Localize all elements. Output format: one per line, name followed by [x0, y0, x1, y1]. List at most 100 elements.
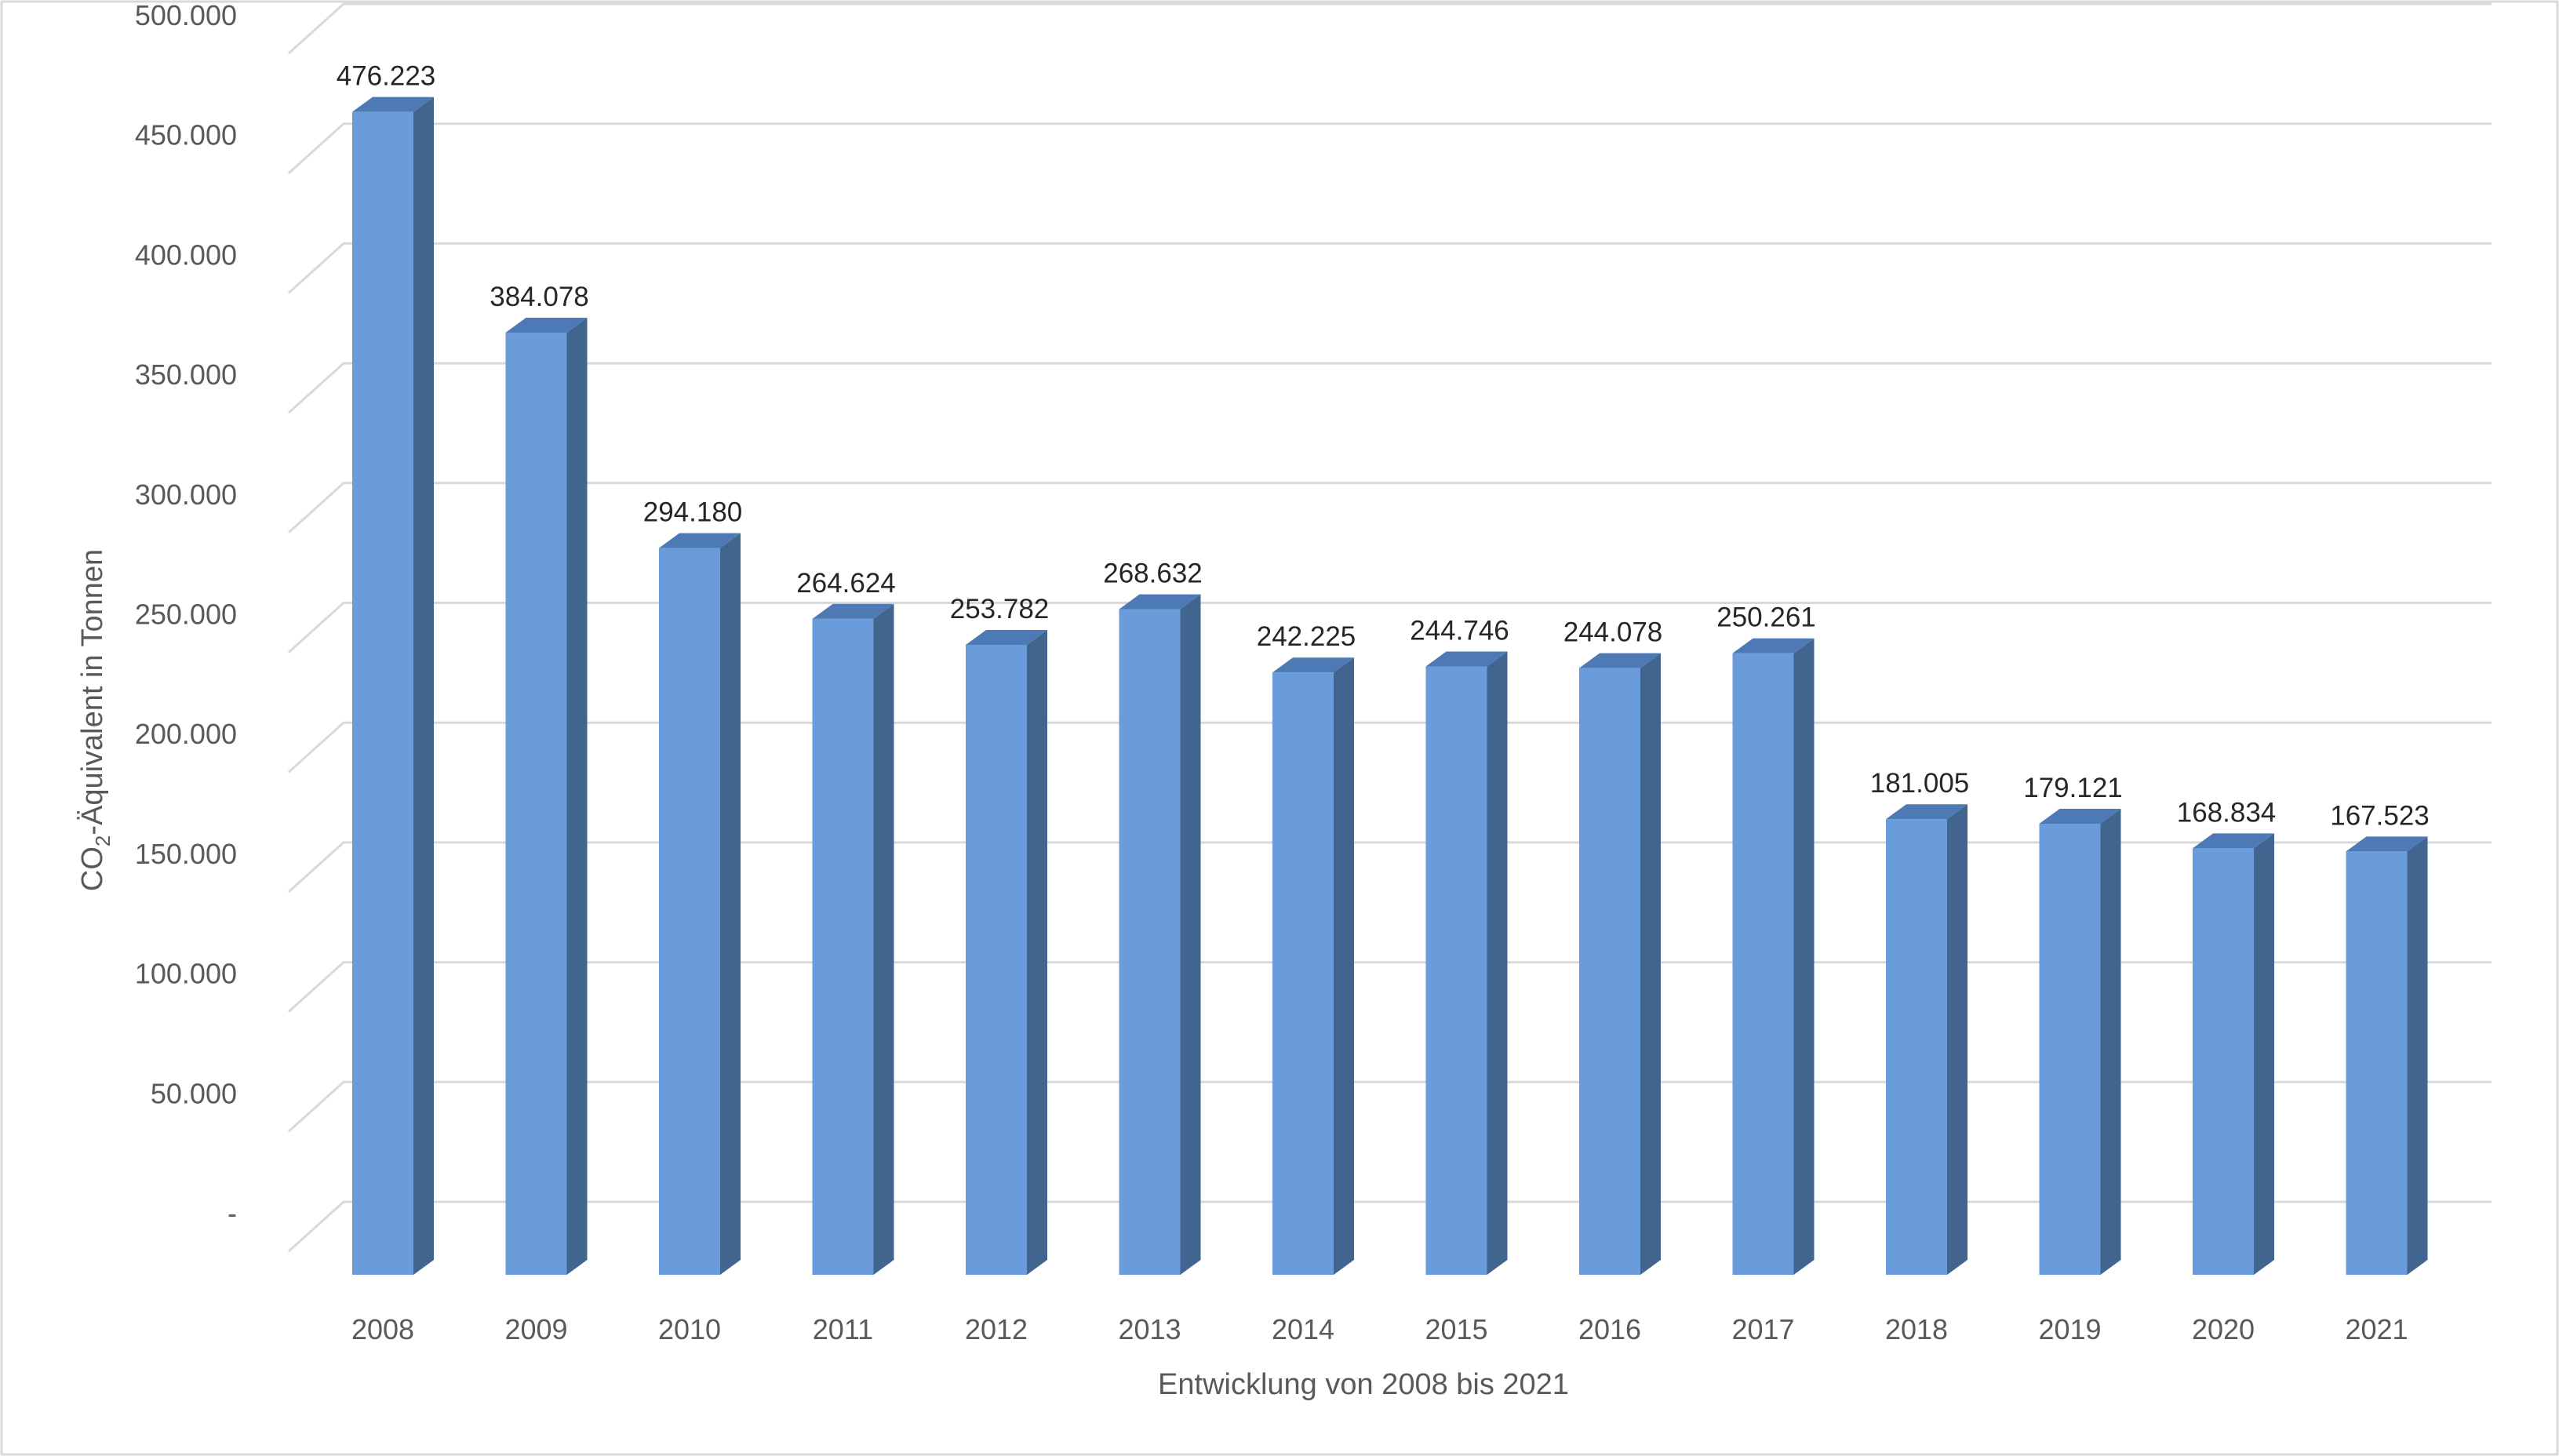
data-label: 476.223: [337, 61, 436, 92]
gridline: [287, 122, 2492, 174]
data-label: 268.632: [1103, 559, 1203, 589]
bar: [1119, 594, 1201, 1275]
gridlines: [287, 2, 2492, 1253]
bar-top: [1732, 638, 1815, 653]
y-tick-label: 50.000: [151, 1077, 237, 1109]
bar-front: [1886, 819, 1947, 1275]
bar-side: [720, 533, 741, 1275]
bar-front: [659, 548, 720, 1275]
bars: 476.223 384.078 294.180 264.624 253.782 268.6…: [337, 61, 2430, 1276]
data-label: 244.078: [1563, 617, 1663, 648]
bar-side: [1027, 629, 1047, 1275]
data-label: 294.180: [643, 497, 743, 528]
x-axis-title: Entwicklung von 2008 bis 2021: [1158, 1368, 1569, 1401]
gridline: [287, 482, 2492, 533]
y-axis-title: CO2-Äquivalent in Tonnen: [76, 549, 115, 891]
data-label: 384.078: [490, 282, 589, 312]
x-tick-label: 2013: [1118, 1313, 1181, 1345]
bar-side: [2407, 836, 2428, 1275]
bar-side: [413, 96, 434, 1275]
bar-side: [1487, 651, 1508, 1275]
gridline: [287, 362, 2492, 414]
bar-front: [1425, 666, 1487, 1275]
gridline: [287, 961, 2492, 1013]
gridline: [287, 1200, 2492, 1253]
bar: [1886, 804, 1967, 1275]
data-label: 179.121: [2023, 773, 2123, 803]
bar-side: [1334, 657, 1354, 1275]
bar-top: [966, 629, 1047, 645]
bar-side: [1793, 638, 1815, 1275]
x-tick-label: 2011: [813, 1313, 873, 1345]
bar-front: [1119, 609, 1181, 1275]
x-tick-label: 2009: [504, 1313, 567, 1345]
bar-top: [1272, 657, 1354, 673]
bar-top: [1579, 653, 1661, 668]
bar-top: [352, 96, 434, 112]
data-label: 264.624: [796, 568, 896, 599]
bar-top: [505, 318, 588, 333]
data-label: 167.523: [2330, 800, 2430, 831]
x-tick-label: 2020: [2192, 1313, 2255, 1345]
x-tick-label: 2015: [1425, 1313, 1487, 1345]
bar-side: [566, 318, 588, 1276]
y-tick-label: 500.000: [135, 0, 237, 31]
bar-side: [2254, 833, 2274, 1275]
bar-side: [2100, 808, 2121, 1275]
bar: [1732, 638, 1815, 1275]
gridline: [287, 602, 2492, 653]
bar-front: [2346, 851, 2408, 1275]
x-tick-label: 2010: [658, 1313, 721, 1345]
x-tick-label: 2019: [2038, 1313, 2101, 1345]
bar-top: [659, 533, 741, 548]
bar: [2039, 808, 2121, 1275]
y-tick-label: 100.000: [135, 958, 237, 990]
y-tick-label: 250.000: [135, 599, 237, 631]
bar: [812, 603, 894, 1275]
bar-front: [2039, 823, 2101, 1275]
bar: [966, 629, 1047, 1275]
bar-top: [812, 603, 894, 619]
bar: [2193, 833, 2274, 1275]
bar-top: [2039, 808, 2121, 824]
bar: [1579, 653, 1661, 1275]
bar: [352, 96, 434, 1275]
y-tick-label: 200.000: [135, 718, 237, 750]
bar-top: [1886, 804, 1967, 820]
x-axis-ticks: 2008 2009 2010 2011 2012 2013 2014 2015 2016 2017…: [351, 1313, 2408, 1345]
bar-front: [1579, 668, 1640, 1275]
data-label: 244.746: [1410, 616, 1509, 646]
bar-front: [812, 618, 874, 1275]
x-tick-label: 2008: [351, 1313, 414, 1345]
bar-front: [1732, 653, 1794, 1275]
y-tick-label: 300.000: [135, 479, 237, 511]
y-axis-ticks: - 50.000 100.000 150.000 200.000 250.000 300.0…: [135, 0, 237, 1229]
bar-front: [352, 111, 413, 1275]
y-tick-label: 450.000: [135, 119, 237, 151]
bar-top: [2346, 836, 2428, 852]
bar-front: [966, 644, 1027, 1275]
data-label: 181.005: [1870, 768, 1970, 799]
gridline: [287, 841, 2492, 894]
bar-top: [2193, 833, 2274, 849]
y-tick-label: -: [228, 1197, 237, 1229]
bar-side: [1180, 594, 1201, 1275]
bar-top: [1425, 651, 1508, 667]
data-label: 168.834: [2177, 797, 2277, 828]
data-label: 250.261: [1716, 602, 1816, 633]
bar-side: [1640, 653, 1661, 1275]
bar-side: [873, 603, 894, 1275]
data-label: 242.225: [1257, 621, 1356, 652]
x-tick-label: 2016: [1578, 1313, 1641, 1345]
y-tick-label: 150.000: [135, 838, 237, 870]
bar-top: [1119, 594, 1201, 610]
gridline: [287, 721, 2492, 774]
bar: [2346, 836, 2428, 1275]
y-tick-label: 400.000: [135, 238, 237, 271]
bar: [659, 533, 741, 1275]
bar-side: [1947, 804, 1967, 1275]
x-tick-label: 2021: [2345, 1313, 2408, 1345]
